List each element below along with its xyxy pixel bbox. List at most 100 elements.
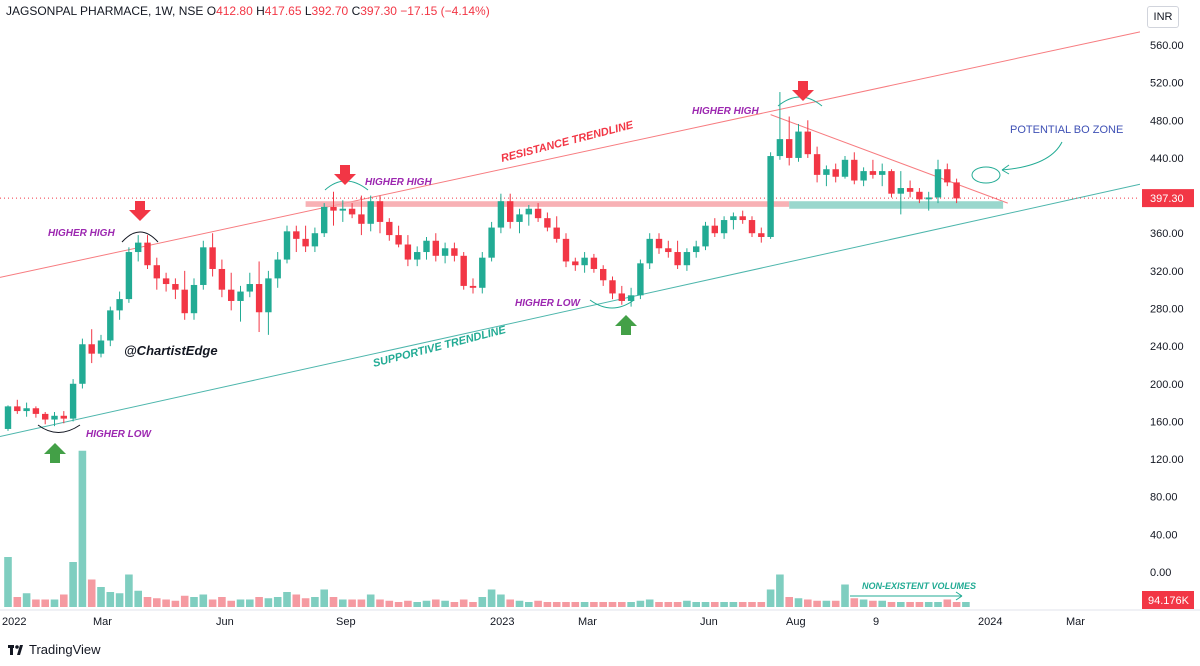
symbol-title: JAGSONPAL PHARMACE, 1W, NSE: [6, 4, 204, 18]
tradingview-logo[interactable]: TradingView: [8, 642, 101, 657]
candle: [274, 252, 281, 288]
candle: [739, 210, 746, 224]
volume-bar: [60, 594, 68, 607]
candle: [404, 235, 412, 267]
candle-body: [4, 406, 12, 429]
volume-bar: [515, 600, 524, 607]
last-price-badge: [1142, 189, 1194, 208]
high-value: 417.65: [264, 4, 302, 18]
price-tick-label: 520.00: [1150, 78, 1184, 90]
volume-bar: [190, 597, 198, 607]
candle-body: [51, 415, 58, 420]
candle-body: [190, 284, 198, 314]
candle-body: [441, 248, 449, 256]
arc-hh-1: [121, 231, 159, 243]
volume-bar: [785, 597, 793, 607]
volume-bar: [143, 597, 152, 607]
close-label: C: [351, 4, 361, 18]
annotation-higher-high-2: HIGHER HIGH: [365, 177, 432, 188]
candle: [637, 259, 644, 300]
ohlc-legend: JAGSONPAL PHARMACE, 1W, NSE O412.80 H417…: [6, 4, 490, 18]
candle-body: [702, 225, 709, 247]
label-potential-bo-zone: POTENTIAL BO ZONE: [1010, 124, 1123, 136]
candle-body: [767, 156, 774, 237]
candle-body: [460, 255, 467, 286]
volume-bar: [199, 594, 208, 607]
candle-body: [339, 208, 346, 211]
tradingview-label: TradingView: [29, 642, 101, 657]
candle: [795, 124, 802, 162]
volume-bar: [711, 602, 719, 607]
candle-body: [237, 291, 244, 301]
up-arrow-1: [44, 443, 66, 463]
candle-body: [804, 131, 811, 155]
candle: [516, 208, 523, 234]
candle: [218, 259, 226, 298]
candle: [107, 306, 114, 347]
volume-bar: [543, 602, 552, 607]
candle: [720, 216, 728, 239]
candle: [888, 169, 895, 198]
volume-bar: [878, 600, 886, 607]
resistance-trendline: [0, 31, 1141, 278]
candle-body: [832, 169, 839, 177]
candle-body: [293, 231, 300, 239]
volume-bar: [97, 587, 105, 607]
volume-bar: [311, 597, 319, 607]
candle-body: [906, 188, 914, 192]
volume-bar: [357, 599, 366, 607]
candle: [209, 233, 216, 277]
candle-body: [934, 169, 942, 198]
candle-body: [748, 220, 756, 234]
candle-body: [162, 278, 170, 285]
candle-body: [255, 284, 263, 313]
candle: [646, 233, 653, 269]
volume-bar: [506, 599, 514, 607]
trendlines: [0, 31, 1141, 437]
volume-bar: [115, 593, 124, 607]
volume-bar: [627, 602, 635, 607]
candle: [711, 218, 718, 237]
candle-body: [507, 201, 514, 222]
candle-body: [888, 171, 895, 194]
candle-body: [879, 171, 886, 175]
volume-bar: [339, 599, 347, 607]
volume-bar: [106, 592, 115, 607]
candle: [283, 225, 291, 264]
candle: [255, 261, 263, 333]
candle: [32, 406, 40, 418]
candle-body: [693, 246, 700, 253]
candle-body: [321, 206, 328, 234]
candle-body: [627, 295, 635, 301]
price-tick-label: 120.00: [1150, 454, 1184, 466]
volume-bar: [348, 599, 356, 607]
candle-body: [42, 413, 49, 420]
candle-body: [97, 340, 105, 354]
volume-bar: [385, 600, 394, 607]
grid: [0, 0, 1140, 610]
volume-bar: [571, 602, 580, 607]
volume-bar: [236, 599, 245, 607]
candle: [144, 235, 151, 269]
candle-body: [144, 242, 151, 266]
candle: [321, 203, 328, 237]
currency-button[interactable]: INR: [1147, 6, 1179, 28]
candle: [590, 253, 598, 273]
down-arrow-1: [129, 201, 151, 221]
change-value: −17.15 (−4.14%): [400, 4, 490, 18]
candle: [367, 195, 374, 232]
candle: [51, 412, 58, 427]
volume-bar: [831, 600, 840, 607]
candle-body: [414, 252, 421, 260]
candle-body: [376, 201, 384, 222]
candle: [767, 152, 774, 239]
candle: [581, 252, 588, 273]
price-axis-background: [1140, 0, 1200, 610]
candle-body: [79, 344, 86, 384]
time-tick-label: 9: [873, 616, 879, 628]
volume-bar: [450, 602, 459, 607]
candle: [618, 285, 625, 305]
zones: [305, 201, 1004, 209]
candle-body: [925, 197, 932, 200]
